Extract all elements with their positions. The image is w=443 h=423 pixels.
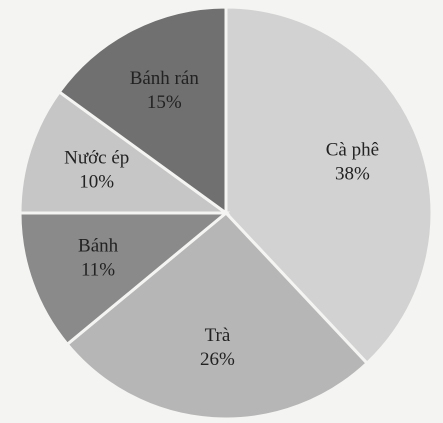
slice-label: Cà phê: [326, 139, 379, 160]
slice-value-label: 11%: [81, 259, 115, 280]
slice-label: Bánh rán: [130, 68, 200, 89]
slice-label: Bánh: [78, 235, 119, 256]
pie-slice: [224, 5, 434, 366]
pie-slice: [18, 89, 231, 215]
pie-slice: [57, 5, 228, 216]
pie-slice: [18, 211, 231, 347]
slice-label: Trà: [205, 325, 231, 346]
slice-value-label: 26%: [200, 349, 235, 370]
slice-value-label: 10%: [79, 171, 114, 192]
slice-value-label: 38%: [335, 163, 370, 184]
slice-value-label: 15%: [147, 92, 182, 113]
slice-label: Nước ép: [64, 147, 129, 168]
pie-slice: [65, 210, 370, 421]
